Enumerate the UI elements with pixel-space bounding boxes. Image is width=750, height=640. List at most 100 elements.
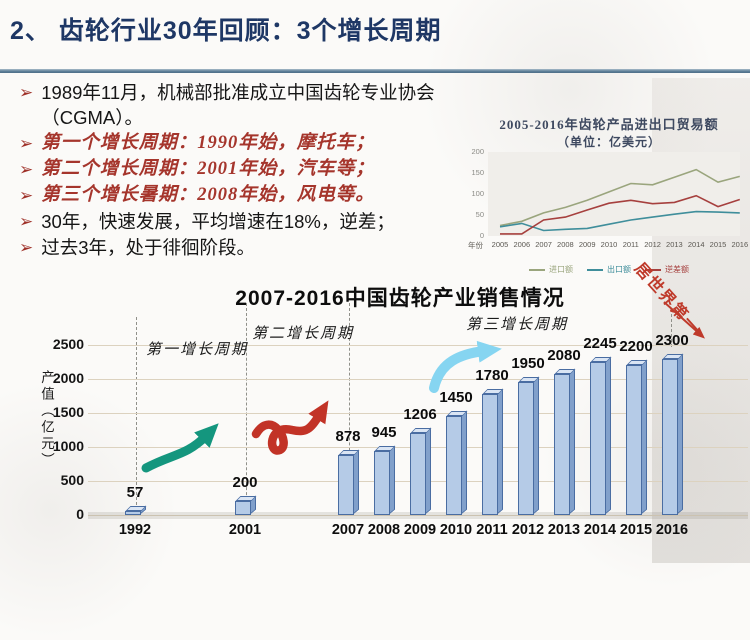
- title-divider: [0, 69, 750, 73]
- trade-line-chart: 2005-2016年齿轮产品进出口贸易额 （单位：亿美元） 0 50 100 150 2…: [468, 112, 750, 294]
- bar-value-label: 200: [232, 474, 258, 492]
- trade-chart-x-tick: 2005: [491, 240, 509, 249]
- sales-chart-floor-shadow: [88, 512, 748, 519]
- bullet-item: ➢ 第三个增长暑期：2008年始，风电等。: [19, 183, 484, 208]
- arrow-bullet-icon: ➢: [19, 160, 34, 179]
- sales-chart-x-tick: 1992: [118, 522, 152, 538]
- bar-front: [235, 501, 251, 515]
- bar: [482, 388, 506, 515]
- annotation-second-cycle: 第二增长周期: [252, 326, 355, 342]
- bar: [626, 359, 650, 515]
- bar-front: [482, 393, 498, 515]
- bar-front: [374, 450, 390, 515]
- trade-chart-y-tick: 50: [475, 210, 484, 219]
- bullet-text: 过去3年，处于徘徊阶段。: [41, 237, 256, 258]
- bar-value-label: 2245: [583, 335, 617, 353]
- trade-chart-x-tick: 2007: [535, 240, 552, 249]
- trade-chart-y-tick: 0: [479, 231, 484, 240]
- legend-label: 逆差额: [665, 265, 689, 274]
- trade-chart-x-tick: 2014: [687, 240, 705, 249]
- trade-chart-x-tick: 2010: [600, 240, 618, 249]
- bar-front: [626, 365, 642, 515]
- bar-value-label: 1450: [439, 389, 473, 407]
- annotation-first-cycle: 第一增长周期: [146, 342, 249, 358]
- cycle-divider-dashed-line: [246, 303, 247, 515]
- bar: [374, 445, 398, 515]
- trade-series-出口额: [499, 210, 740, 232]
- bullet-item: ➢ 1989年11月，机械部批准成立中国齿轮专业协会（CGMA）。: [19, 80, 484, 130]
- trade-series-逆差额: [500, 194, 741, 235]
- legend-label: 出口额: [607, 265, 631, 274]
- trade-chart-subtitle: （单位：亿美元）: [556, 135, 661, 149]
- bar-front: [446, 416, 462, 515]
- arrow-bullet-icon: ➢: [19, 186, 34, 205]
- bullet-item: ➢ 第一个增长周期：1990年始，摩托车；: [19, 131, 484, 156]
- trade-chart-x-tick: 2013: [666, 240, 683, 249]
- bullet-text: 30年，快速发展，平均增速在18%，逆差；: [41, 211, 395, 232]
- bar-value-label: 2200: [619, 338, 653, 356]
- bullet-item: ➢ 30年，快速发展，平均增速在18%，逆差；: [19, 209, 484, 234]
- trade-chart-x-tick: 2006: [513, 240, 531, 249]
- bar-value-label: 945: [371, 423, 397, 441]
- bar-front: [590, 362, 606, 515]
- sales-chart-x-tick: 2016: [655, 522, 689, 538]
- sales-chart-x-tick: 2001: [228, 522, 262, 538]
- bar-value-label: 1950: [511, 355, 545, 373]
- sales-chart-y-tick: 500: [60, 472, 84, 488]
- growth-arrow-red-icon: [251, 400, 329, 455]
- bar-front: [338, 455, 354, 515]
- legend-line-swatch: [529, 268, 545, 271]
- bar: [446, 410, 470, 515]
- bar-front: [410, 433, 426, 515]
- sales-chart-x-tick: 2015: [619, 522, 653, 538]
- bullet-list: ➢ 1989年11月，机械部批准成立中国齿轮专业协会（CGMA）。 ➢ 第一个增…: [19, 80, 484, 261]
- trade-chart-x-axis-title: 年份: [468, 241, 483, 250]
- trade-series-进口额: [499, 168, 741, 227]
- bar-front: [554, 373, 570, 515]
- bar: [235, 495, 259, 515]
- sales-chart-y-tick: 0: [76, 506, 84, 522]
- bar: [554, 368, 578, 515]
- arrow-bullet-icon: ➢: [19, 212, 34, 231]
- sales-chart-x-tick: 2012: [511, 522, 545, 538]
- sales-chart-x-tick: 2007: [331, 522, 365, 538]
- trade-chart-x-tick: 2008: [557, 240, 574, 249]
- legend-item: 出口额: [587, 264, 631, 275]
- legend-line-swatch: [645, 268, 661, 271]
- arrow-bullet-icon: ➢: [19, 134, 34, 153]
- cycle-divider-dashed-line: [136, 317, 137, 515]
- bar-front: [518, 382, 534, 515]
- annotation-third-cycle: 第三增长周期: [466, 317, 569, 333]
- bar-value-label: 1206: [403, 405, 437, 423]
- bullet-text: 第三个增长暑期：2008年始，风电等。: [41, 185, 375, 205]
- sales-chart-plot: [88, 303, 748, 519]
- trade-chart-title: 2005-2016年齿轮产品进出口贸易额: [499, 117, 719, 132]
- sales-chart-x-tick: 2013: [547, 522, 581, 538]
- bar-value-label: 57: [126, 484, 144, 502]
- legend-label: 进口额: [549, 265, 573, 274]
- bullet-text: 1989年11月，机械部批准成立中国齿轮专业协会（CGMA）。: [41, 82, 435, 128]
- trade-chart-x-tick: 2012: [644, 240, 661, 249]
- trade-chart-plot: [488, 152, 741, 236]
- sales-chart-x-tick: 2008: [367, 522, 401, 538]
- sales-chart-x-tick: 2011: [476, 522, 508, 538]
- bullet-item: ➢ 过去3年，处于徘徊阶段。: [19, 235, 484, 260]
- trade-chart-x-tick: 2015: [709, 240, 727, 249]
- cycle-divider-dashed-line: [671, 309, 672, 347]
- trade-chart-x-tick: 2016: [731, 240, 749, 249]
- arrow-bullet-icon: ➢: [19, 238, 34, 257]
- legend-item: 进口额: [529, 264, 573, 275]
- bar-front: [125, 511, 141, 515]
- sales-chart-y-axis-title: 产值（亿元）: [39, 370, 54, 469]
- trade-chart-y-tick: 200: [471, 147, 484, 156]
- bar: [518, 376, 542, 515]
- bar: [338, 449, 362, 515]
- sales-chart-y-tick: 2000: [52, 370, 84, 386]
- legend-line-swatch: [587, 268, 603, 271]
- bar: [410, 427, 434, 515]
- sales-chart-y-tick: 1500: [52, 404, 84, 420]
- cycle-divider-dashed-line: [349, 303, 350, 515]
- sales-chart-x-tick: 2010: [439, 522, 473, 538]
- sales-chart-gridline: [88, 344, 748, 346]
- sales-chart-y-tick: 1000: [52, 438, 84, 454]
